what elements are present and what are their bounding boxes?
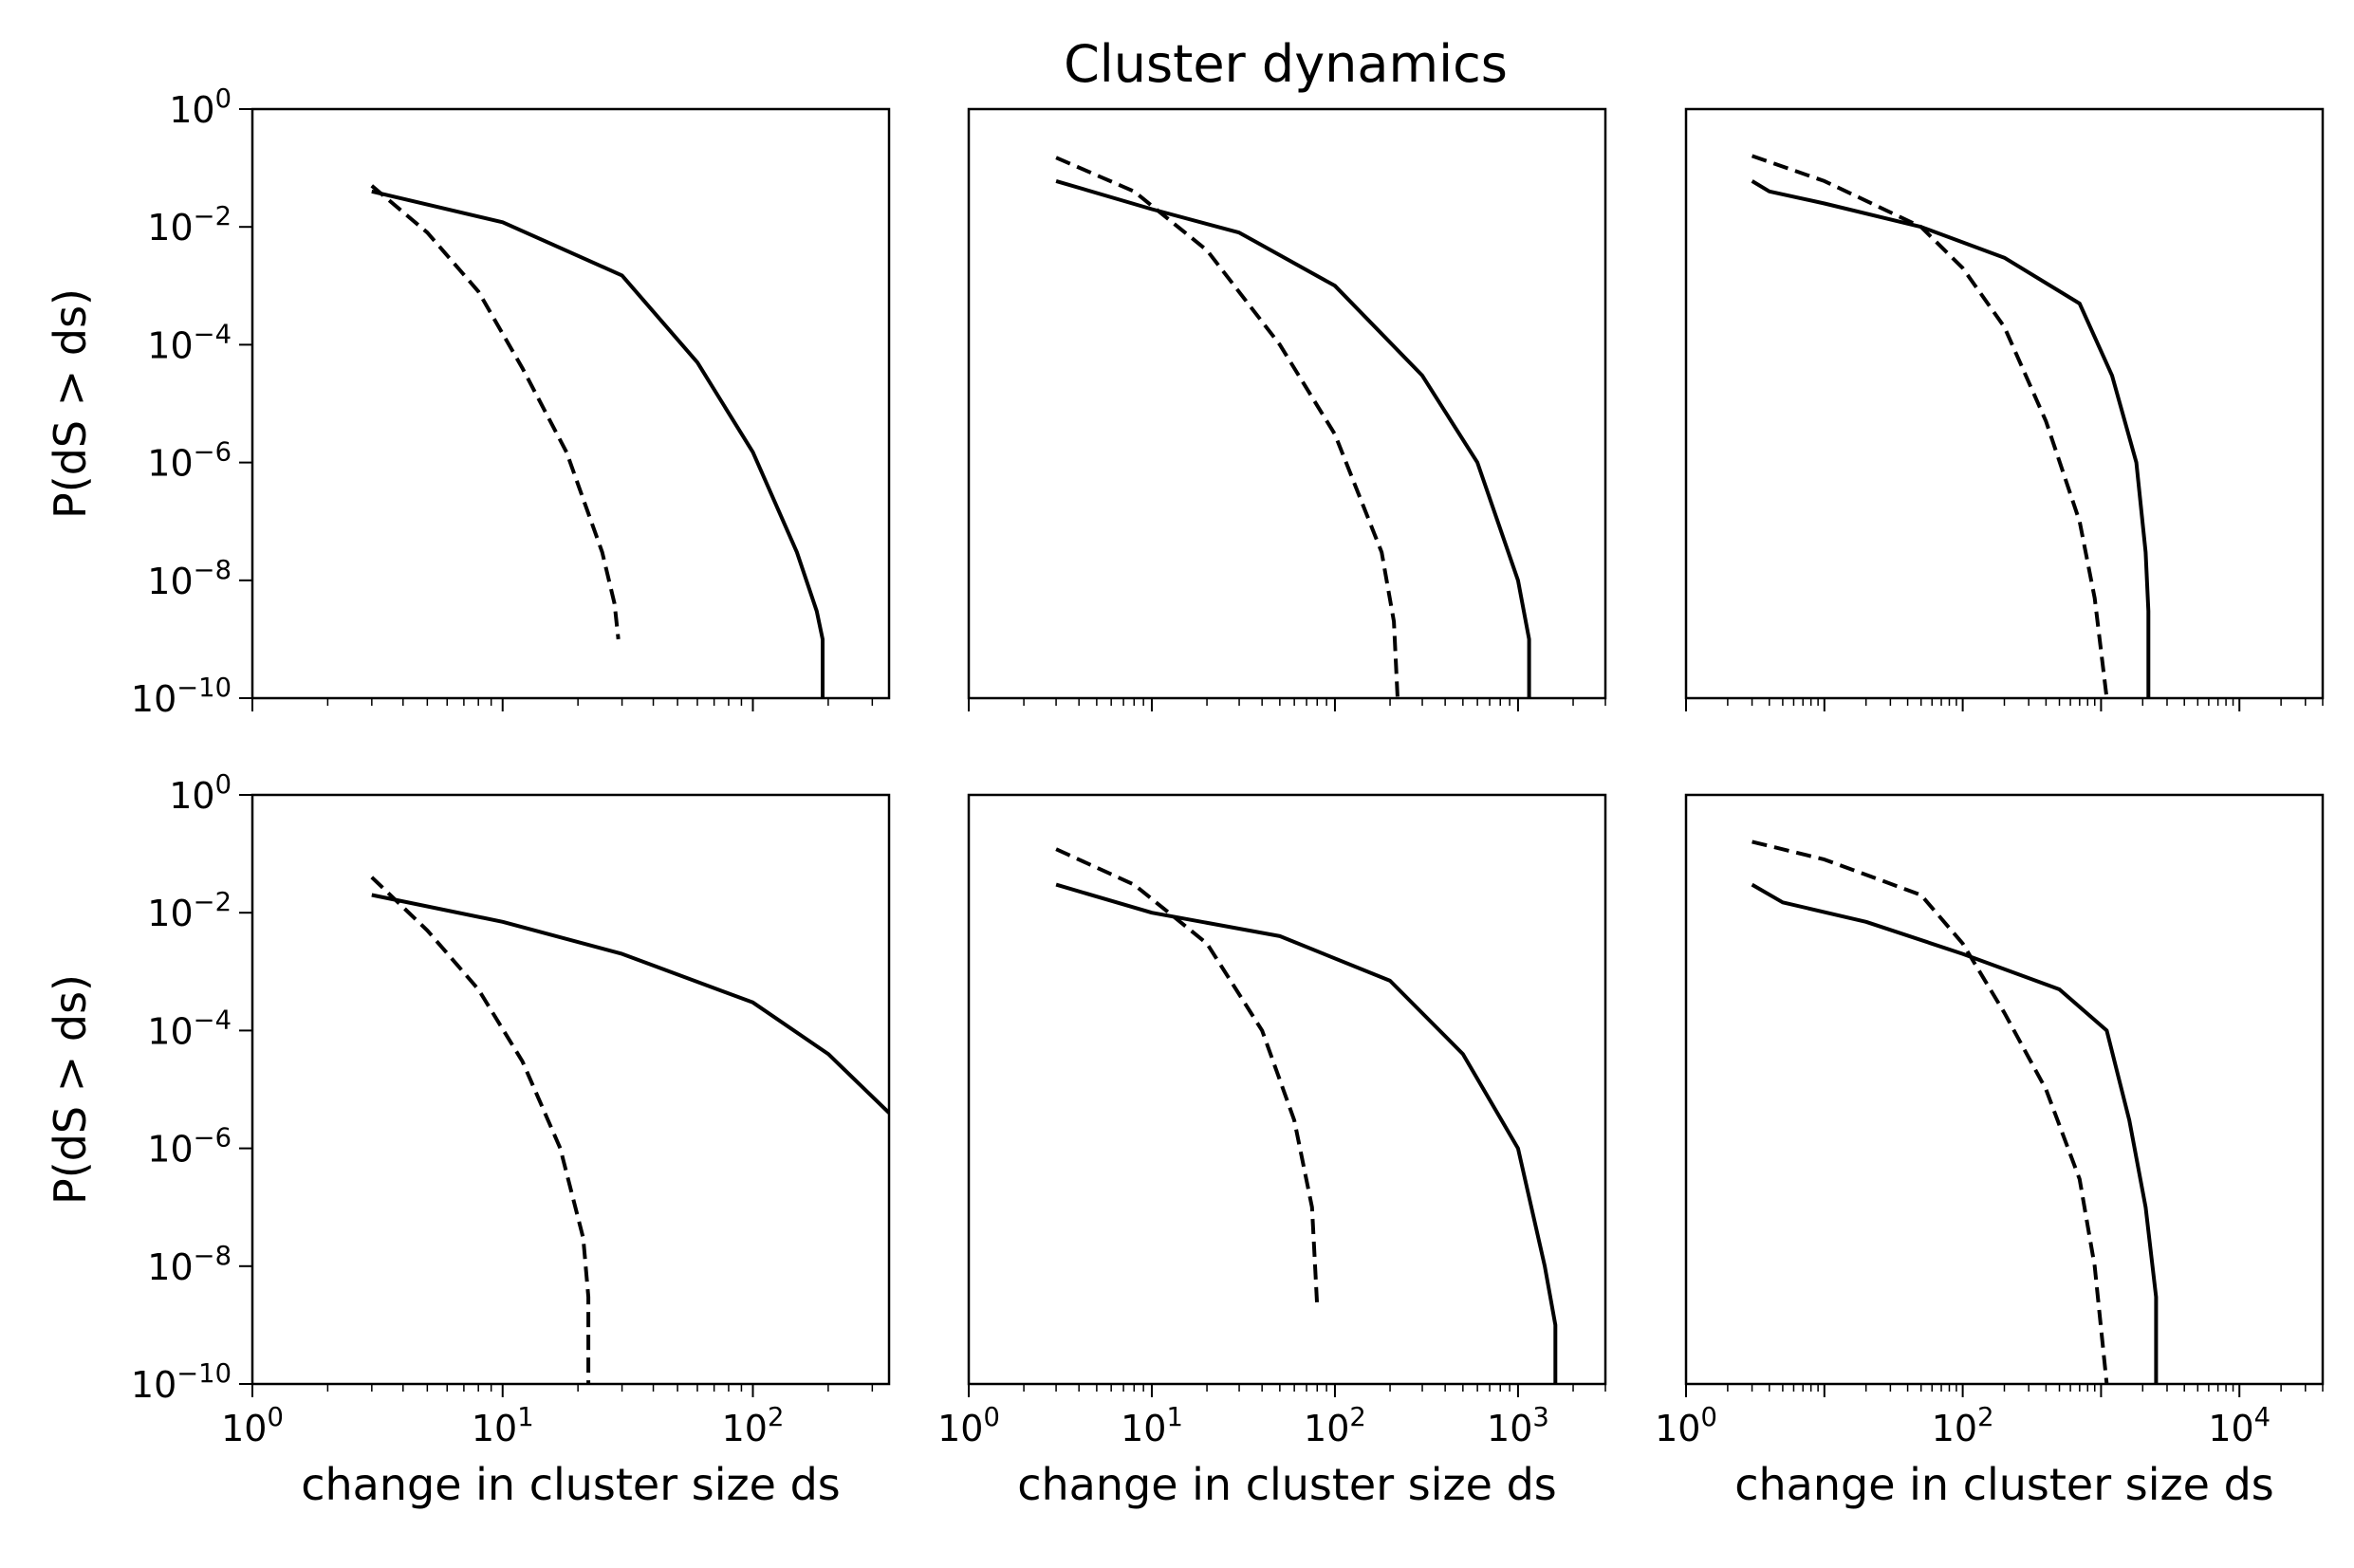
solid-series-line (371, 893, 889, 1115)
solid-series-line (1751, 882, 2159, 1384)
y-tick-label: 100 (169, 84, 232, 131)
y-tick-label: 10−8 (147, 556, 232, 602)
subplot-r1-c1: 100 101 102 103 change in cluster size ds (937, 793, 1607, 1510)
axes-frame (967, 107, 1607, 700)
x-tick-label: 102 (1932, 1403, 1994, 1449)
axes-frame (1684, 793, 2325, 1386)
y-axis-label: P(dS > ds) (45, 974, 96, 1205)
dashed-series-line (1752, 839, 2109, 1384)
x-tick-label: 102 (1304, 1403, 1366, 1449)
x-tick-label: 100 (221, 1403, 284, 1449)
solid-series-line (1055, 882, 1558, 1384)
solid-series-line (1055, 178, 1531, 698)
x-tick-label: 104 (2208, 1403, 2271, 1449)
dashed-series-line (1751, 154, 2109, 698)
solid-series-line (1751, 179, 2151, 698)
dashed-series-line (370, 876, 591, 1384)
y-axis-label: P(dS > ds) (45, 288, 96, 519)
x-tick-label: 103 (1487, 1403, 1549, 1449)
dashed-series-line (1055, 156, 1399, 698)
y-tick-label: 10−10 (131, 673, 232, 720)
y-tick-label: 10−6 (147, 438, 232, 485)
axes-frame (250, 793, 891, 1386)
axes-frame (1684, 107, 2325, 700)
x-axis-label: change in cluster size ds (301, 1459, 841, 1510)
y-tick-label: 10−2 (147, 202, 232, 249)
subplot-r1-c2: 100 102 104 change in cluster size ds (1655, 793, 2325, 1510)
y-tick-label: 10−10 (131, 1359, 232, 1406)
x-tick-label: 102 (722, 1403, 785, 1449)
solid-series-line (371, 189, 825, 698)
x-tick-label: 100 (1655, 1403, 1717, 1449)
y-tick-label: 10−4 (147, 1005, 232, 1052)
subplot-r0-c2 (1684, 107, 2325, 711)
dashed-series-line (370, 184, 621, 640)
dashed-series-line (1055, 847, 1320, 1308)
y-tick-label: 10−2 (147, 888, 232, 934)
y-tick-label: 10−8 (147, 1242, 232, 1288)
subplot-r0-c1 (967, 107, 1607, 711)
axes-frame (967, 793, 1607, 1386)
x-axis-label: change in cluster size ds (1734, 1459, 2274, 1510)
axes-frame (250, 107, 891, 700)
y-tick-label: 10−4 (147, 320, 232, 366)
x-tick-label: 101 (472, 1403, 534, 1449)
x-axis-label: change in cluster size ds (1017, 1459, 1557, 1510)
y-tick-label: 10−6 (147, 1124, 232, 1171)
x-tick-label: 100 (937, 1403, 1000, 1449)
x-tick-label: 101 (1121, 1403, 1183, 1449)
subplot-r0-c0: 100 10−2 10−4 10−6 10−8 10−10 P(dS > ds) (45, 84, 891, 720)
y-tick-label: 100 (169, 770, 232, 817)
figure-title: Cluster dynamics (1064, 34, 1508, 94)
